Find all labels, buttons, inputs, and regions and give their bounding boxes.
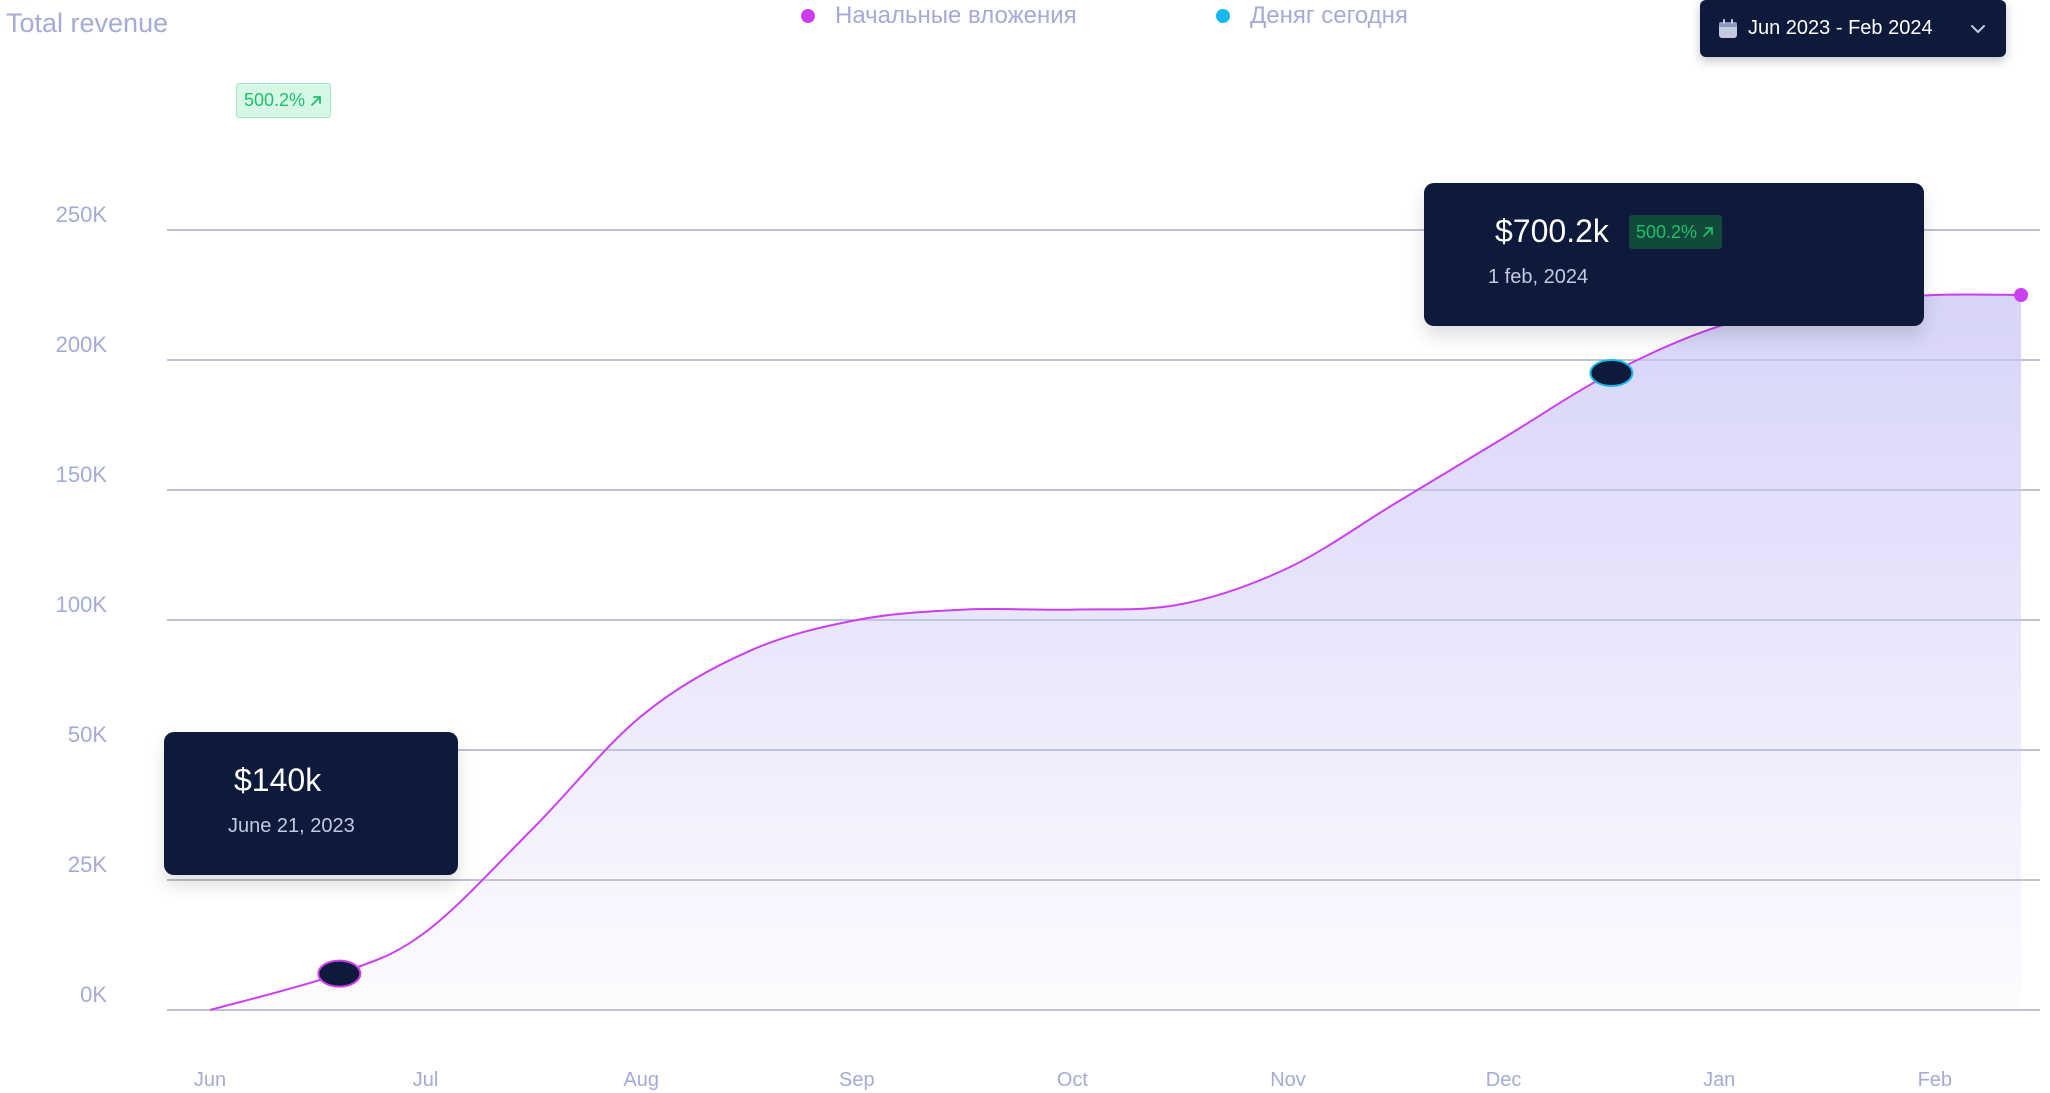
x-tick-label: Dec xyxy=(1486,1069,1522,1091)
x-tick-label: Oct xyxy=(1057,1069,1089,1091)
x-tick-label: Jun xyxy=(194,1069,226,1091)
legend-item-initial[interactable]: Начальные вложения xyxy=(801,2,1077,30)
calendar-icon xyxy=(1719,18,1737,38)
date-range-picker[interactable]: Jun 2023 - Feb 2024 xyxy=(1700,0,2006,57)
legend-dot xyxy=(801,9,815,23)
x-tick-label: Sep xyxy=(839,1069,875,1091)
legend-item-today[interactable]: Деняг сегодня xyxy=(1216,2,1408,30)
x-tick-label: Jan xyxy=(1703,1069,1735,1091)
y-tick-label: 100K xyxy=(56,592,108,617)
legend-label: Начальные вложения xyxy=(835,2,1077,29)
tooltip-badge-value: 500.2% xyxy=(1636,221,1698,242)
x-tick-label: Nov xyxy=(1270,1069,1306,1091)
tooltip-value: $140k xyxy=(234,762,322,798)
tooltip-start: $140k June 21, 2023 xyxy=(164,732,458,875)
y-tick-label: 150K xyxy=(56,462,108,487)
date-range-label: Jun 2023 - Feb 2024 xyxy=(1748,17,1933,39)
tooltip-date: 1 feb, 2024 xyxy=(1488,266,1589,288)
legend-label: Деняг сегодня xyxy=(1250,2,1408,29)
data-point-marker[interactable] xyxy=(1589,359,1634,387)
y-tick-label: 25K xyxy=(68,852,107,877)
y-tick-label: 200K xyxy=(56,332,108,357)
legend-dot xyxy=(1216,9,1230,23)
area-fill xyxy=(210,294,2022,1010)
tooltip-value: $700.2k xyxy=(1495,213,1609,249)
chevron-down-icon xyxy=(1971,24,1985,33)
series-end-dot xyxy=(2014,288,2029,302)
arrow-up-right-icon xyxy=(1703,227,1713,237)
tooltip-growth-badge: 500.2% xyxy=(1629,215,1723,249)
growth-badge: 500.2% xyxy=(236,83,332,118)
series-line xyxy=(209,293,2022,1011)
y-tick-label: 0K xyxy=(80,982,107,1007)
tooltip-date: June 21, 2023 xyxy=(228,815,355,837)
tooltip-current: $700.2k 1 feb, 2024 xyxy=(1424,183,1924,326)
x-tick-label: Feb xyxy=(1918,1069,1952,1091)
chart-title: Total revenue xyxy=(6,8,169,38)
x-tick-label: Aug xyxy=(623,1069,659,1091)
growth-badge-value: 500.2% xyxy=(244,90,306,110)
x-tick-label: Jul xyxy=(413,1069,439,1091)
y-tick-label: 50K xyxy=(68,722,107,747)
arrow-up-right-icon xyxy=(311,95,321,106)
y-tick-label: 250K xyxy=(56,202,108,227)
data-point-marker[interactable] xyxy=(317,959,362,988)
